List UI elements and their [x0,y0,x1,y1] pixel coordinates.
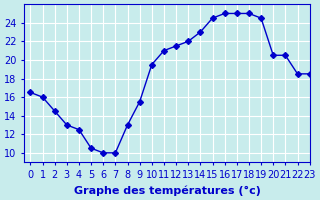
X-axis label: Graphe des températures (°c): Graphe des températures (°c) [74,185,260,196]
